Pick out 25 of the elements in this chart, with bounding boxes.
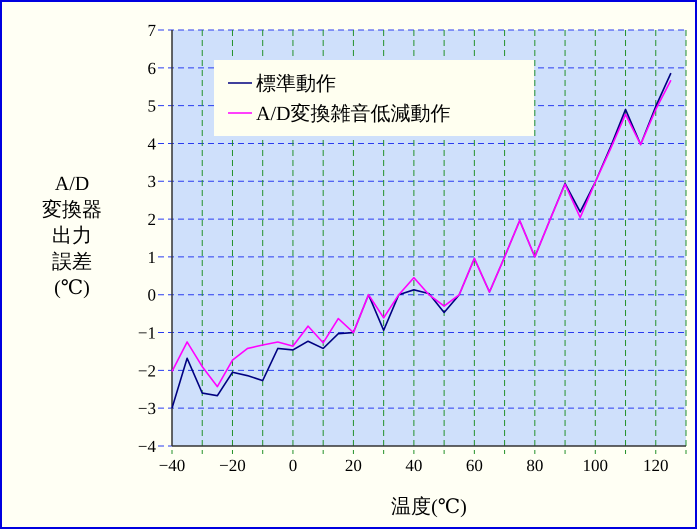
- y-tick-label: 3: [148, 172, 156, 192]
- y-tick-label: 1: [148, 248, 156, 267]
- x-tick-label: −20: [219, 456, 246, 475]
- x-tick-label: 120: [643, 456, 669, 475]
- y-tick-label: 4: [148, 134, 156, 154]
- y-tick-label: −1: [138, 323, 156, 342]
- x-tick-label: 60: [466, 456, 483, 475]
- y-tick-label: 5: [148, 96, 156, 116]
- x-tick-label: 0: [288, 456, 298, 475]
- y-axis-title: A/D変換器出力誤差(℃): [42, 173, 102, 299]
- y-tick-label: 7: [148, 20, 156, 40]
- x-tick-label: −40: [158, 456, 186, 475]
- y-tick-label: 2: [148, 210, 156, 230]
- x-tick-label: 100: [582, 456, 608, 475]
- y-tick-label: −2: [138, 361, 156, 380]
- y-tick-label: −4: [138, 436, 156, 456]
- legend-label: A/D変換雑音低減動作: [256, 102, 450, 125]
- x-tick-label: 80: [526, 456, 544, 475]
- x-tick-label: 20: [344, 456, 362, 475]
- y-tick-label: −3: [138, 399, 156, 418]
- x-axis-title: 温度(℃): [391, 496, 467, 518]
- y-tick-label: 0: [148, 286, 156, 305]
- x-tick-label: 40: [405, 456, 422, 475]
- y-tick-label: 6: [148, 58, 156, 78]
- legend-label: 標準動作: [256, 73, 336, 95]
